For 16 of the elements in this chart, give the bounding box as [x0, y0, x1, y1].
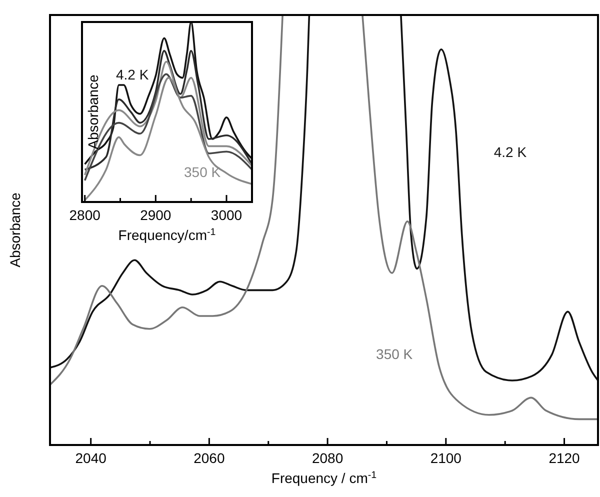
series-label: 350 K [184, 164, 222, 180]
text: 4.2 K [494, 144, 528, 160]
y-axis-title: Absorbance [85, 74, 101, 150]
series-label: 350 K [376, 346, 414, 362]
x-tick-label: 2040 [75, 450, 107, 466]
x-tick-label: 2080 [312, 450, 344, 466]
x-axis-title: Frequency / cm$^{-1}$ [271, 470, 377, 486]
x-tick-label: 3000 [210, 207, 242, 223]
x-tick-label: 2100 [430, 450, 462, 466]
x-tick-label: 2120 [548, 450, 580, 466]
x-tick-label: 2060 [194, 450, 225, 466]
series-label: 4.2 K [116, 66, 150, 83]
x-tick-label: 2800 [69, 207, 101, 223]
y-axis-title: Absorbance [7, 192, 23, 268]
x-tick-label: 2900 [140, 207, 172, 223]
x-axis-title: Frequency/cm$^{-1}$ [118, 226, 216, 243]
